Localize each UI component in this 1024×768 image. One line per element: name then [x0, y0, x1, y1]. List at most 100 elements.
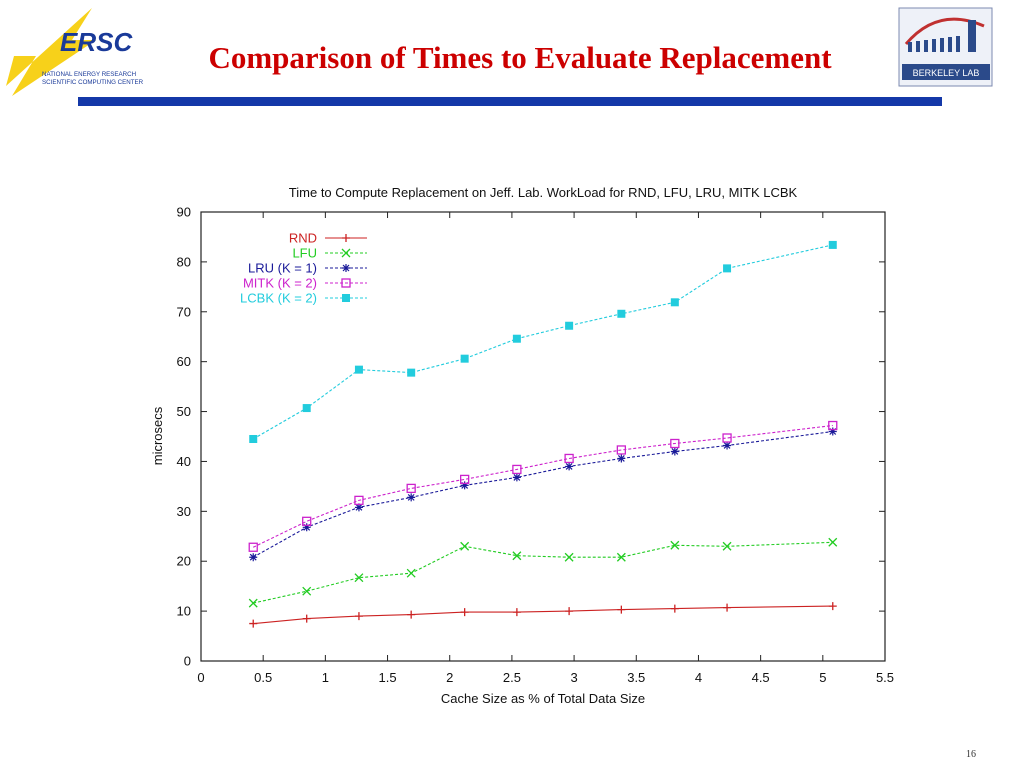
chart-title: Time to Compute Replacement on Jeff. Lab… [289, 185, 798, 200]
y-tick-label: 50 [177, 404, 191, 419]
data-point [302, 404, 311, 413]
data-point [616, 552, 626, 562]
data-point [565, 607, 574, 616]
y-tick-label: 0 [184, 654, 191, 669]
data-point [406, 568, 416, 578]
series-lru [249, 427, 837, 562]
data-point [723, 603, 732, 612]
x-tick-label: 0.5 [254, 670, 272, 685]
series-lcbk [249, 240, 837, 443]
y-tick-label: 40 [177, 454, 191, 469]
data-point [828, 427, 837, 436]
data-point [354, 573, 364, 583]
data-point [828, 602, 837, 611]
nersc-logo-line1: NATIONAL ENERGY RESEARCH [42, 71, 136, 78]
data-point [407, 368, 416, 377]
y-tick-label: 20 [177, 554, 191, 569]
data-point [670, 438, 680, 449]
x-tick-label: 4 [695, 670, 702, 685]
header-divider-bar [78, 97, 942, 106]
data-point [302, 516, 312, 526]
axis-ticks: 0 0.5 1 1.5 2 2.5 3 3.5 4 4.5 5 5.5 0 10 20 30 40 50 60 70 8… [177, 205, 895, 686]
data-point [828, 420, 838, 431]
data-point [248, 542, 258, 552]
data-point [723, 441, 732, 450]
series-line [252, 244, 833, 440]
x-tick-label: 2 [446, 670, 453, 685]
series-line [252, 430, 833, 558]
data-point [354, 612, 363, 621]
data-point [354, 503, 363, 512]
lab-logo-building [908, 20, 976, 52]
series-lfu [248, 537, 838, 608]
data-point [670, 540, 680, 550]
x-tick-label: 1.5 [379, 670, 397, 685]
data-point [722, 541, 732, 551]
page-number: 16 [966, 749, 976, 760]
data-point [565, 321, 574, 330]
y-tick-label: 60 [177, 354, 191, 369]
plot-frame [200, 211, 886, 662]
data-point [512, 334, 521, 343]
data-point [249, 619, 258, 628]
series-line [252, 424, 833, 548]
data-point [406, 483, 416, 494]
slide-title: Comparison of Times to Evaluate Replacem… [208, 40, 832, 75]
data-point [617, 454, 626, 463]
x-tick-label: 2.5 [503, 670, 521, 685]
legend-label: LCBK (K = 2) [240, 291, 317, 306]
data-point [617, 309, 626, 318]
series-lines [248, 240, 838, 628]
legend-marker [341, 278, 351, 288]
data-point [670, 447, 679, 456]
data-point [564, 552, 574, 562]
data-point [460, 541, 470, 551]
legend-marker [342, 294, 350, 302]
data-point [828, 240, 837, 249]
data-point [512, 608, 521, 617]
data-point [828, 537, 838, 547]
legend-label: MITK (K = 2) [243, 276, 317, 291]
data-point [460, 474, 470, 485]
nersc-logo-bolt [6, 8, 96, 96]
x-tick-label: 4.5 [752, 670, 770, 685]
y-tick-label: 90 [177, 205, 191, 220]
nersc-logo: ERSC NATIONAL ENERGY RESEARCH SCIENTIFIC… [6, 8, 144, 96]
data-point [512, 464, 522, 475]
x-tick-label: 0 [197, 670, 204, 685]
x-tick-label: 1 [322, 670, 329, 685]
y-tick-label: 30 [177, 504, 191, 519]
data-point [407, 610, 416, 619]
data-point [407, 493, 416, 502]
data-point [564, 453, 574, 464]
series-rnd [249, 602, 837, 628]
data-point [460, 481, 469, 490]
y-tick-label: 70 [177, 304, 191, 319]
x-tick-label: 5.5 [876, 670, 894, 685]
series-line [253, 605, 833, 625]
data-point [565, 462, 574, 471]
legend-marker [342, 234, 350, 242]
lab-logo-text: BERKELEY LAB [913, 68, 980, 78]
data-point [302, 614, 311, 623]
data-point [249, 553, 258, 562]
data-point [512, 551, 522, 561]
data-point [460, 354, 469, 363]
legend-label: LFU [292, 246, 317, 261]
nersc-logo-letters: ERSC [60, 27, 133, 57]
berkeley-lab-logo: BERKELEY LAB [898, 7, 993, 87]
legend-label: RND [289, 231, 317, 246]
x-tick-label: 3 [570, 670, 577, 685]
data-point [354, 495, 364, 506]
legend-label: LRU (K = 1) [248, 261, 317, 276]
nersc-logo-line2: SCIENTIFIC COMPUTING CENTER [42, 79, 144, 86]
data-point [512, 473, 521, 482]
series-mitk [248, 420, 838, 552]
legend-marker [341, 248, 351, 258]
legend-marker [342, 264, 350, 272]
data-point [249, 434, 258, 443]
data-point [722, 433, 732, 443]
y-tick-label: 80 [177, 254, 191, 269]
